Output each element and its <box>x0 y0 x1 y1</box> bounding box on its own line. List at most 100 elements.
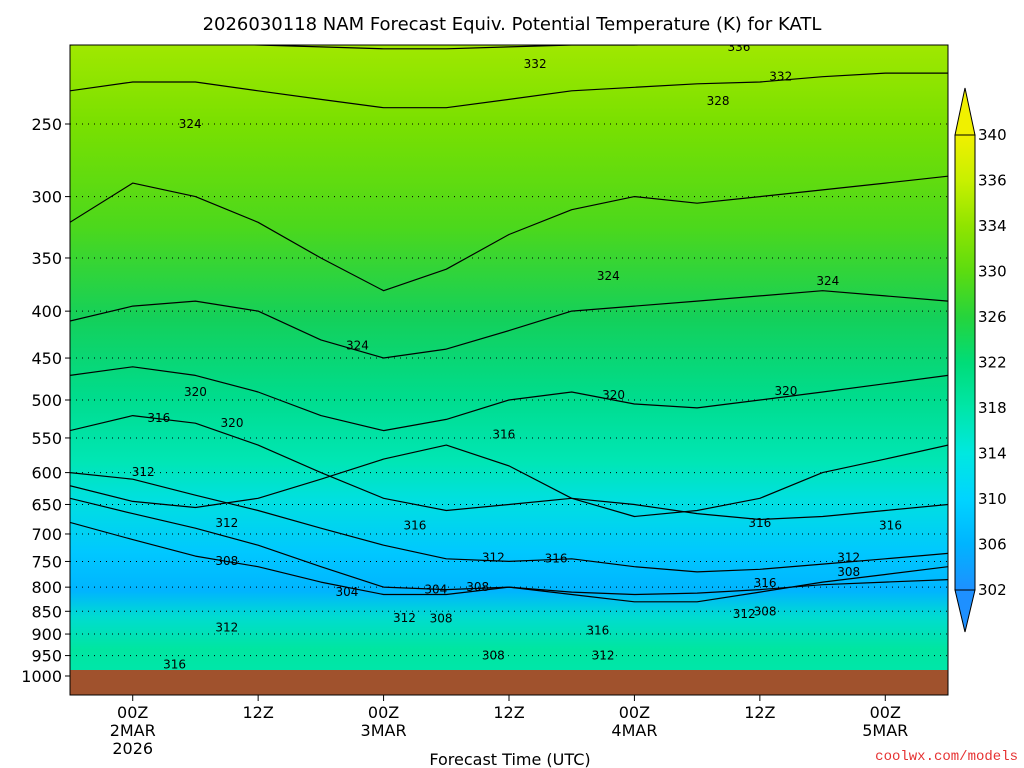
colorbar-label: 340 <box>978 126 1007 144</box>
y-tick-label: 450 <box>31 349 62 368</box>
contour-label: 312 <box>592 649 615 663</box>
y-tick-label: 250 <box>31 115 62 134</box>
contour-label: 308 <box>754 604 777 618</box>
colorbar-label: 336 <box>978 172 1007 190</box>
colorbar-label: 306 <box>978 536 1007 554</box>
contour-label: 308 <box>430 612 453 626</box>
contour-label: 316 <box>492 427 515 441</box>
colorbar-label: 318 <box>978 399 1007 417</box>
y-tick-label: 600 <box>31 464 62 483</box>
y-tick-label: 1000 <box>21 667 62 686</box>
colorbar-label: 310 <box>978 490 1007 508</box>
contour-label: 316 <box>879 518 902 532</box>
y-tick-label: 800 <box>31 578 62 597</box>
y-tick-label: 500 <box>31 391 62 410</box>
plot-area: 336 332 332 328 324 324 324 324 320 320 320 320 316 3… <box>70 40 948 695</box>
y-tick-label: 550 <box>31 429 62 448</box>
y-tick-label: 950 <box>31 647 62 666</box>
contour-label: 312 <box>132 465 155 479</box>
contour-label: 304 <box>424 583 447 597</box>
credit-text: coolwx.com/models <box>875 749 1018 765</box>
x-tick-label: 00Z <box>368 703 399 722</box>
contour-label: 332 <box>524 57 547 71</box>
y-tick-label: 700 <box>31 525 62 544</box>
contour-label: 336 <box>727 40 750 54</box>
contour-label: 316 <box>545 551 568 565</box>
contour-label: 316 <box>403 518 426 532</box>
contour-label: 324 <box>179 117 202 131</box>
contour-label: 308 <box>215 554 238 568</box>
contour-label: 328 <box>707 94 730 108</box>
x-tick-label: 3MAR <box>361 721 407 740</box>
contour-label: 312 <box>837 551 860 565</box>
contour-label: 320 <box>602 388 625 402</box>
theta-e-field <box>70 45 948 695</box>
contour-label: 312 <box>215 620 238 634</box>
y-tick-label: 650 <box>31 495 62 514</box>
contour-label: 316 <box>586 623 609 637</box>
x-tick-label: 2MAR <box>110 721 156 740</box>
colorbar-label: 326 <box>978 308 1007 326</box>
x-tick-label: 12Z <box>493 703 524 722</box>
contour-line-300 <box>70 444 948 518</box>
y-axis: 250 300 350 400 450 500 550 600 650 700 750 800 850 9… <box>21 115 70 686</box>
colorbar-label: 322 <box>978 354 1007 372</box>
contour-label: 320 <box>221 416 244 430</box>
contour-label: 308 <box>837 565 860 579</box>
contour-line-324 <box>70 290 948 359</box>
x-tick-label: 5MAR <box>862 721 908 740</box>
contour-line-320 <box>70 366 948 432</box>
colorbar-min-arrow <box>954 589 976 633</box>
contour-line-328 <box>70 175 948 292</box>
contour-line-308 <box>70 521 948 596</box>
contour-line-316 <box>70 415 948 521</box>
x-axis-label: Forecast Time (UTC) <box>429 750 590 768</box>
y-tick-label: 350 <box>31 249 62 268</box>
contour-label: 312 <box>393 611 416 625</box>
contour-label: 308 <box>482 649 505 663</box>
y-tick-label: 300 <box>31 188 62 207</box>
contour-label: 316 <box>748 516 771 530</box>
contour-label: 316 <box>754 576 777 590</box>
contour-line-336 <box>70 45 654 50</box>
y-tick-label: 900 <box>31 625 62 644</box>
contour-label: 324 <box>597 269 620 283</box>
chart-title: 2026030118 NAM Forecast Equiv. Potential… <box>203 14 822 35</box>
y-tick-label: 850 <box>31 602 62 621</box>
colorbar-label: 330 <box>978 263 1007 281</box>
colorbar-label: 314 <box>978 445 1007 463</box>
contour-label: 304 <box>336 585 359 599</box>
x-tick-label: 2026 <box>112 739 153 758</box>
contour-label: 316 <box>163 658 186 672</box>
colorbar-label: 302 <box>978 581 1007 599</box>
x-tick-label: 00Z <box>619 703 650 722</box>
x-tick-label: 12Z <box>744 703 775 722</box>
contour-line-312 <box>70 472 948 573</box>
contour-label: 316 <box>147 411 170 425</box>
contour-label: 332 <box>769 70 792 84</box>
x-tick-label: 00Z <box>117 703 148 722</box>
y-tick-label: 400 <box>31 302 62 321</box>
x-tick-label: 12Z <box>242 703 273 722</box>
contour-labels: 336 332 332 328 324 324 324 324 320 320 320 320 316 3… <box>132 40 902 672</box>
contour-label: 324 <box>346 338 369 352</box>
x-tick-label: 4MAR <box>611 721 657 740</box>
contour-label: 324 <box>816 274 839 288</box>
contour-label: 320 <box>184 385 207 399</box>
y-tick-label: 750 <box>31 552 62 571</box>
x-tick-label: 00Z <box>870 703 901 722</box>
contour-label: 312 <box>215 516 238 530</box>
contour-label: 308 <box>466 580 489 594</box>
contour-label: 312 <box>733 607 756 621</box>
contour-line-332 <box>70 72 948 109</box>
contour-lines <box>70 45 948 603</box>
colorbar-label: 334 <box>978 217 1007 235</box>
contour-label: 320 <box>775 384 798 398</box>
colorbar: 302 306 310 314 318 322 326 330 334 336 340 <box>954 87 1007 633</box>
colorbar-max-arrow <box>954 87 976 136</box>
contour-label: 312 <box>482 551 505 565</box>
ground-surface <box>70 670 948 695</box>
colorbar-body <box>954 134 976 591</box>
